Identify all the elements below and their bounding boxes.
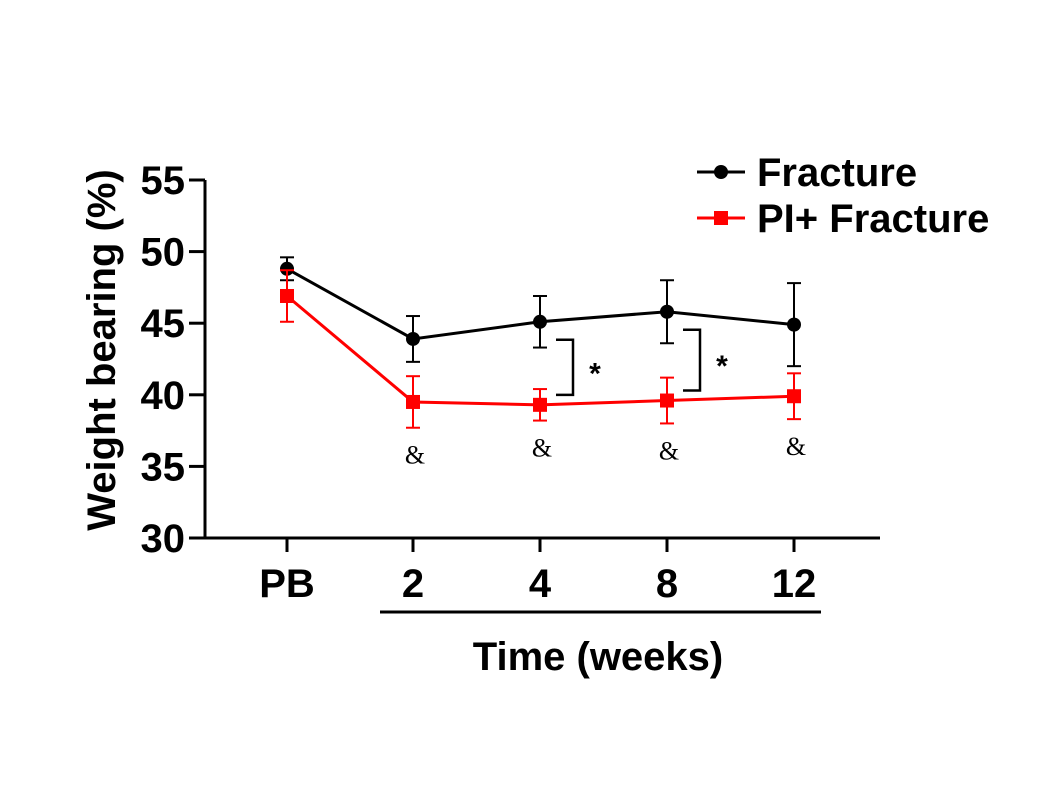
data-point	[406, 394, 420, 409]
y-tick-label: 45	[141, 302, 186, 346]
significance-star: *	[716, 350, 728, 383]
data-point	[280, 288, 294, 303]
x-tick-label: PB	[259, 562, 315, 606]
data-point	[533, 314, 547, 329]
data-point	[533, 397, 547, 412]
data-point	[787, 389, 801, 404]
ampersand-annotation: &	[786, 432, 806, 461]
significance-bracket	[556, 338, 575, 397]
series-fracture	[280, 256, 801, 368]
significance-bracket	[683, 328, 702, 392]
annotation-layer: & & & & * *	[405, 328, 806, 470]
y-tick-label: 50	[141, 231, 186, 275]
y-tick-label: 40	[141, 374, 186, 418]
data-point	[787, 317, 801, 332]
x-tick-label: 2	[402, 562, 424, 606]
legend-marker	[714, 211, 728, 225]
legend-label: PI+ Fracture	[757, 197, 989, 241]
ampersand-annotation: &	[659, 436, 679, 465]
x-tick-label: 4	[529, 562, 552, 606]
axes: 30 35 40 45 50 55 PB 2 4 8 12 Time (weeks) Weight be…	[80, 159, 880, 679]
legend-label: Fracture	[757, 151, 917, 195]
y-axis-title: Weight bearing (%)	[80, 169, 124, 530]
x-tick-label: 8	[656, 562, 678, 606]
data-point	[660, 393, 674, 408]
series-layer	[280, 256, 801, 429]
series-pi-fracture	[280, 269, 801, 429]
ampersand-annotation: &	[405, 441, 425, 470]
y-tick-label: 35	[141, 445, 186, 489]
data-point	[660, 304, 674, 319]
y-tick-label: 55	[141, 159, 186, 203]
legend-item-pi-fracture: PI+ Fracture	[697, 197, 989, 241]
ampersand-annotation: &	[532, 434, 552, 463]
significance-star: *	[589, 357, 601, 390]
data-point	[280, 261, 294, 276]
data-point	[406, 331, 420, 346]
x-tick-label: 12	[772, 562, 817, 606]
legend-marker	[714, 165, 728, 179]
x-axis-title: Time (weeks)	[473, 635, 724, 679]
y-tick-label: 30	[141, 517, 186, 561]
legend-item-fracture: Fracture	[697, 151, 917, 195]
